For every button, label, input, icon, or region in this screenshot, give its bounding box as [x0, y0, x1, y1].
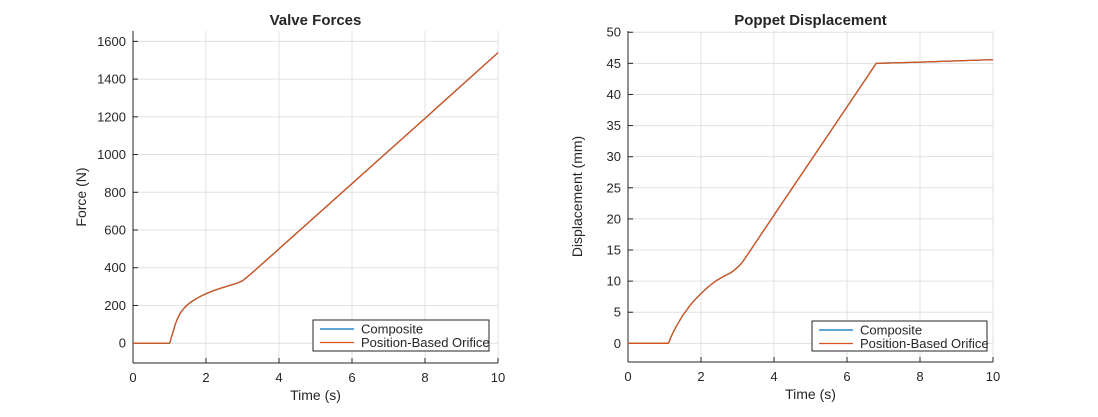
chart-title: Poppet Displacement: [734, 12, 887, 29]
valve-forces-chart: 0 2 4 6 8 10 0 200 400 600 800 1000 1200 1400 1600 Valv…: [73, 12, 505, 403]
x-tick-label: 10: [491, 370, 505, 385]
legend-box: [312, 319, 490, 352]
x-tick-label: 2: [202, 370, 209, 385]
y-tick-label: 1200: [97, 109, 126, 124]
y-tick-label: 200: [104, 298, 126, 313]
chart-title: Valve Forces: [270, 12, 362, 29]
x-tick-label: 0: [129, 370, 136, 385]
x-tick-label: 8: [916, 369, 923, 384]
x-tick-label: 0: [624, 369, 631, 384]
y-tick-label: 5: [614, 305, 621, 320]
y-tick-label: 35: [607, 118, 621, 133]
series-line-position-based-orifice: [133, 52, 499, 344]
y-tick-label: 1000: [97, 147, 126, 162]
x-tick-label: 2: [697, 369, 704, 384]
y-tick-label: 40: [607, 87, 621, 102]
series-line-position-based-orifice: [628, 58, 994, 344]
x-tick-label: 4: [275, 370, 282, 385]
y-tick-label: 10: [607, 274, 621, 289]
y-tick-label: 15: [607, 243, 621, 258]
y-axis-label: Displacement (mm): [569, 136, 585, 257]
y-tick-label: 1600: [97, 34, 126, 49]
legend-label: Composite: [860, 323, 922, 338]
y-tick-label: 0: [119, 336, 126, 351]
legend-label: Composite: [361, 322, 423, 337]
y-tick-label: 0: [614, 336, 621, 351]
x-tick-label: 4: [770, 369, 777, 384]
x-tick-label: 10: [986, 369, 1000, 384]
legend-box: [811, 320, 988, 352]
series-line-composite: [133, 52, 499, 344]
y-tick-label: 1400: [97, 72, 126, 87]
y-tick-label: 50: [607, 25, 621, 40]
plot-poppet-displacement: 0 2 4 6 8 10 0 5 10 15 20 25 30 35 40 45 50 Poppet Displa…: [549, 0, 1098, 412]
legend-label: Position-Based Orifice: [860, 336, 989, 351]
x-axis-label: Time (s): [785, 386, 836, 402]
y-tick-label: 30: [607, 149, 621, 164]
y-axis-label: Force (N): [73, 167, 89, 226]
plot-valve-forces: 0 2 4 6 8 10 0 200 400 600 800 1000 1200 1400 1600 Valv…: [0, 0, 549, 412]
legend-label: Position-Based Orifice: [361, 335, 490, 350]
y-tick-label: 20: [607, 211, 621, 226]
y-tick-label: 400: [104, 260, 126, 275]
x-tick-label: 6: [348, 370, 355, 385]
series-line-composite: [628, 58, 994, 344]
poppet-displacement-chart: 0 2 4 6 8 10 0 5 10 15 20 25 30 35 40 45 50 Poppet Displa…: [569, 12, 1000, 402]
x-axis-label: Time (s): [290, 387, 341, 403]
y-tick-label: 45: [607, 56, 621, 71]
y-tick-label: 25: [607, 180, 621, 195]
y-tick-label: 800: [104, 185, 126, 200]
x-tick-label: 8: [421, 370, 428, 385]
x-tick-label: 6: [843, 369, 850, 384]
y-tick-label: 600: [104, 223, 126, 238]
